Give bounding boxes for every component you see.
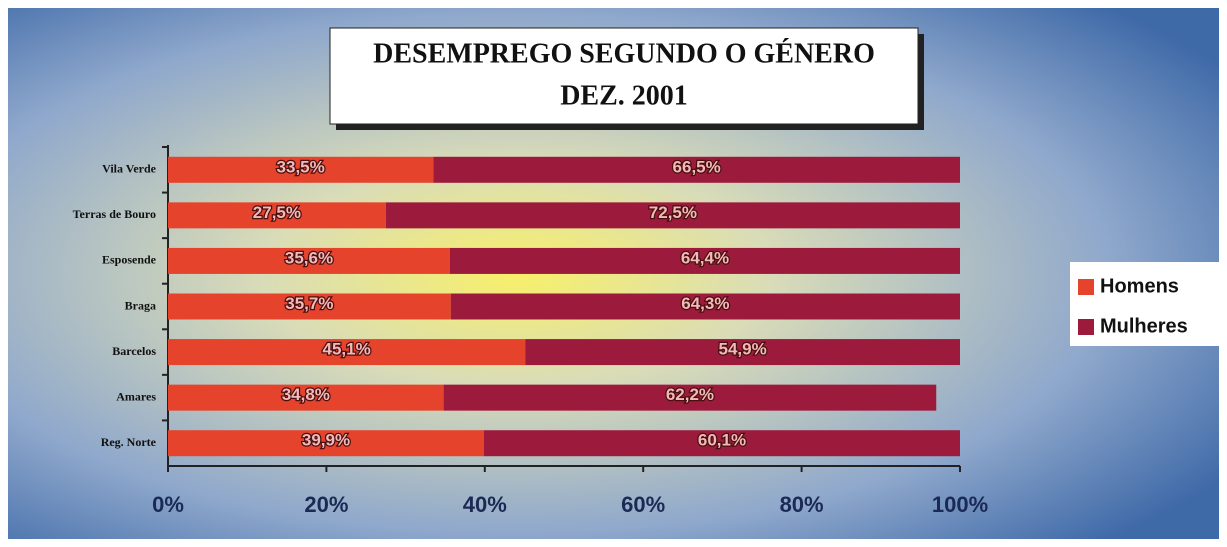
data-label: 45,1% [322,340,370,359]
x-tick-label: 100% [932,492,988,517]
y-tick-label: Esposende [102,253,157,267]
bar-segment [168,430,485,457]
bar-segment [484,430,960,457]
data-label: 60,1% [698,431,746,450]
chart-subtitle: DEZ. 2001 [560,80,688,111]
bar-segment [525,339,960,366]
y-tick-label: Reg. Norte [101,435,157,449]
y-tick-label: Barcelos [112,344,156,358]
legend-label: Homens [1100,275,1179,297]
x-tick-label: 20% [304,492,348,517]
y-tick-label: Amares [116,389,156,403]
legend-swatch [1078,279,1094,295]
x-tick-label: 0% [152,492,184,517]
bar-segment [443,384,937,411]
data-label: 33,5% [277,157,325,176]
bar-segment [168,156,434,183]
y-tick-label: Braga [125,298,156,312]
data-label: 35,6% [285,248,333,267]
y-tick-label: Vila Verde [102,162,157,176]
bar-segment [168,339,526,366]
data-label: 27,5% [253,203,301,222]
bar-segment [450,293,960,320]
y-tick-label: Terras de Bouro [73,207,156,221]
legend-label: Mulheres [1100,315,1188,337]
x-tick-label: 80% [780,492,824,517]
legend-swatch [1078,319,1094,335]
bar-segment [168,247,450,274]
bar-segment [449,247,960,274]
bar-segment [168,384,444,411]
data-label: 64,4% [681,248,729,267]
data-label: 62,2% [666,385,714,404]
x-tick-label: 60% [621,492,665,517]
chart-title: DESEMPREGO SEGUNDO O GÉNERO [373,38,875,69]
legend-box [1070,262,1222,346]
bar-segment [168,293,451,320]
data-label: 54,9% [718,340,766,359]
bar-segment [433,156,960,183]
data-label: 72,5% [649,203,697,222]
title-box [329,27,919,125]
data-label: 66,5% [673,157,721,176]
x-tick-label: 40% [463,492,507,517]
bar-segment [168,202,386,229]
data-label: 34,8% [282,385,330,404]
data-label: 64,3% [681,294,729,313]
bar-segment [385,202,960,229]
data-label: 35,7% [285,294,333,313]
data-label: 39,9% [302,431,350,450]
